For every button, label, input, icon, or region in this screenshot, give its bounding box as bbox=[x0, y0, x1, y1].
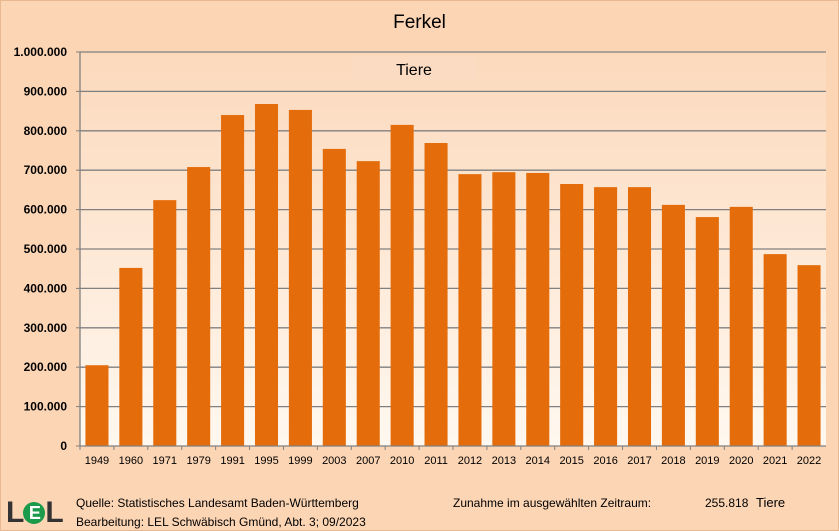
bar-2015 bbox=[560, 183, 584, 447]
y-tick-label: 0 bbox=[60, 439, 67, 453]
y-tick-label: 900.000 bbox=[24, 84, 68, 98]
bar-1991 bbox=[221, 115, 245, 446]
x-tick-label: 2014 bbox=[526, 455, 550, 467]
bar-2003 bbox=[322, 148, 346, 446]
bar-1995 bbox=[254, 104, 279, 447]
x-tick-label: 2011 bbox=[424, 455, 448, 467]
x-tick-label: 1995 bbox=[254, 455, 278, 467]
x-tick-label: 2016 bbox=[593, 455, 617, 467]
legend-box bbox=[352, 57, 477, 80]
change-unit: Tiere bbox=[756, 495, 786, 510]
bar-1999 bbox=[288, 109, 312, 446]
bar-1949 bbox=[85, 365, 109, 446]
bar-2007 bbox=[356, 161, 380, 446]
bar-2013 bbox=[492, 172, 516, 447]
bar-2021 bbox=[763, 254, 787, 446]
editor-text: Bearbeitung: LEL Schwäbisch Gmünd, Abt. … bbox=[76, 515, 366, 529]
x-tick-label: 2010 bbox=[390, 455, 414, 467]
bar-1979 bbox=[187, 167, 211, 446]
chart-title: Ferkel bbox=[393, 12, 446, 33]
x-tick-label: 1999 bbox=[288, 455, 312, 467]
y-tick-label: 800.000 bbox=[24, 124, 68, 138]
bar-1971 bbox=[153, 200, 177, 446]
change-value: 255.818 bbox=[705, 496, 749, 510]
bar-1960 bbox=[119, 267, 143, 446]
x-tick-label: 2003 bbox=[322, 455, 346, 467]
y-tick-label: 400.000 bbox=[24, 281, 68, 295]
y-tick-label: 600.000 bbox=[24, 203, 68, 217]
y-tick-label: 300.000 bbox=[24, 321, 68, 335]
bar-2017 bbox=[627, 187, 652, 446]
bar-2011 bbox=[424, 143, 448, 446]
x-tick-label: 2021 bbox=[763, 455, 787, 467]
source-text: Quelle: Statistisches Landesamt Baden-Wü… bbox=[76, 496, 359, 510]
x-tick-label: 2015 bbox=[559, 455, 583, 467]
x-tick-label: 1979 bbox=[186, 455, 210, 467]
x-tick-label: 2017 bbox=[627, 455, 651, 467]
y-tick-label: 700.000 bbox=[24, 163, 68, 177]
y-tick-label: 100.000 bbox=[24, 400, 68, 414]
bar-2016 bbox=[594, 187, 618, 446]
legend-entry-tiere: Tiere bbox=[396, 62, 432, 79]
x-tick-label: 2020 bbox=[729, 455, 753, 467]
change-label: Zunahme im ausgewählten Zeitraum: bbox=[453, 496, 652, 510]
x-tick-label: 1971 bbox=[153, 455, 177, 467]
bar-2018 bbox=[661, 204, 685, 446]
x-tick-label: 2007 bbox=[356, 455, 380, 467]
bar-2014 bbox=[526, 172, 550, 446]
bar-2010 bbox=[390, 124, 414, 446]
x-tick-label: 1960 bbox=[119, 455, 143, 467]
bar-2019 bbox=[695, 217, 719, 446]
x-tick-label: 2013 bbox=[492, 455, 516, 467]
x-tick-label: 2019 bbox=[695, 455, 719, 467]
x-tick-label: 2012 bbox=[458, 455, 482, 467]
y-tick-label: 1.000.000 bbox=[14, 45, 68, 59]
bar-2012 bbox=[458, 174, 482, 446]
bar-2022 bbox=[797, 265, 821, 446]
y-tick-label: 500.000 bbox=[24, 242, 68, 256]
x-tick-label: 2018 bbox=[661, 455, 685, 467]
bar-2020 bbox=[729, 206, 753, 446]
x-tick-label: 2022 bbox=[797, 455, 821, 467]
x-tick-label: 1949 bbox=[85, 455, 109, 467]
x-tick-label: 1991 bbox=[220, 455, 244, 467]
y-tick-label: 200.000 bbox=[24, 360, 68, 374]
